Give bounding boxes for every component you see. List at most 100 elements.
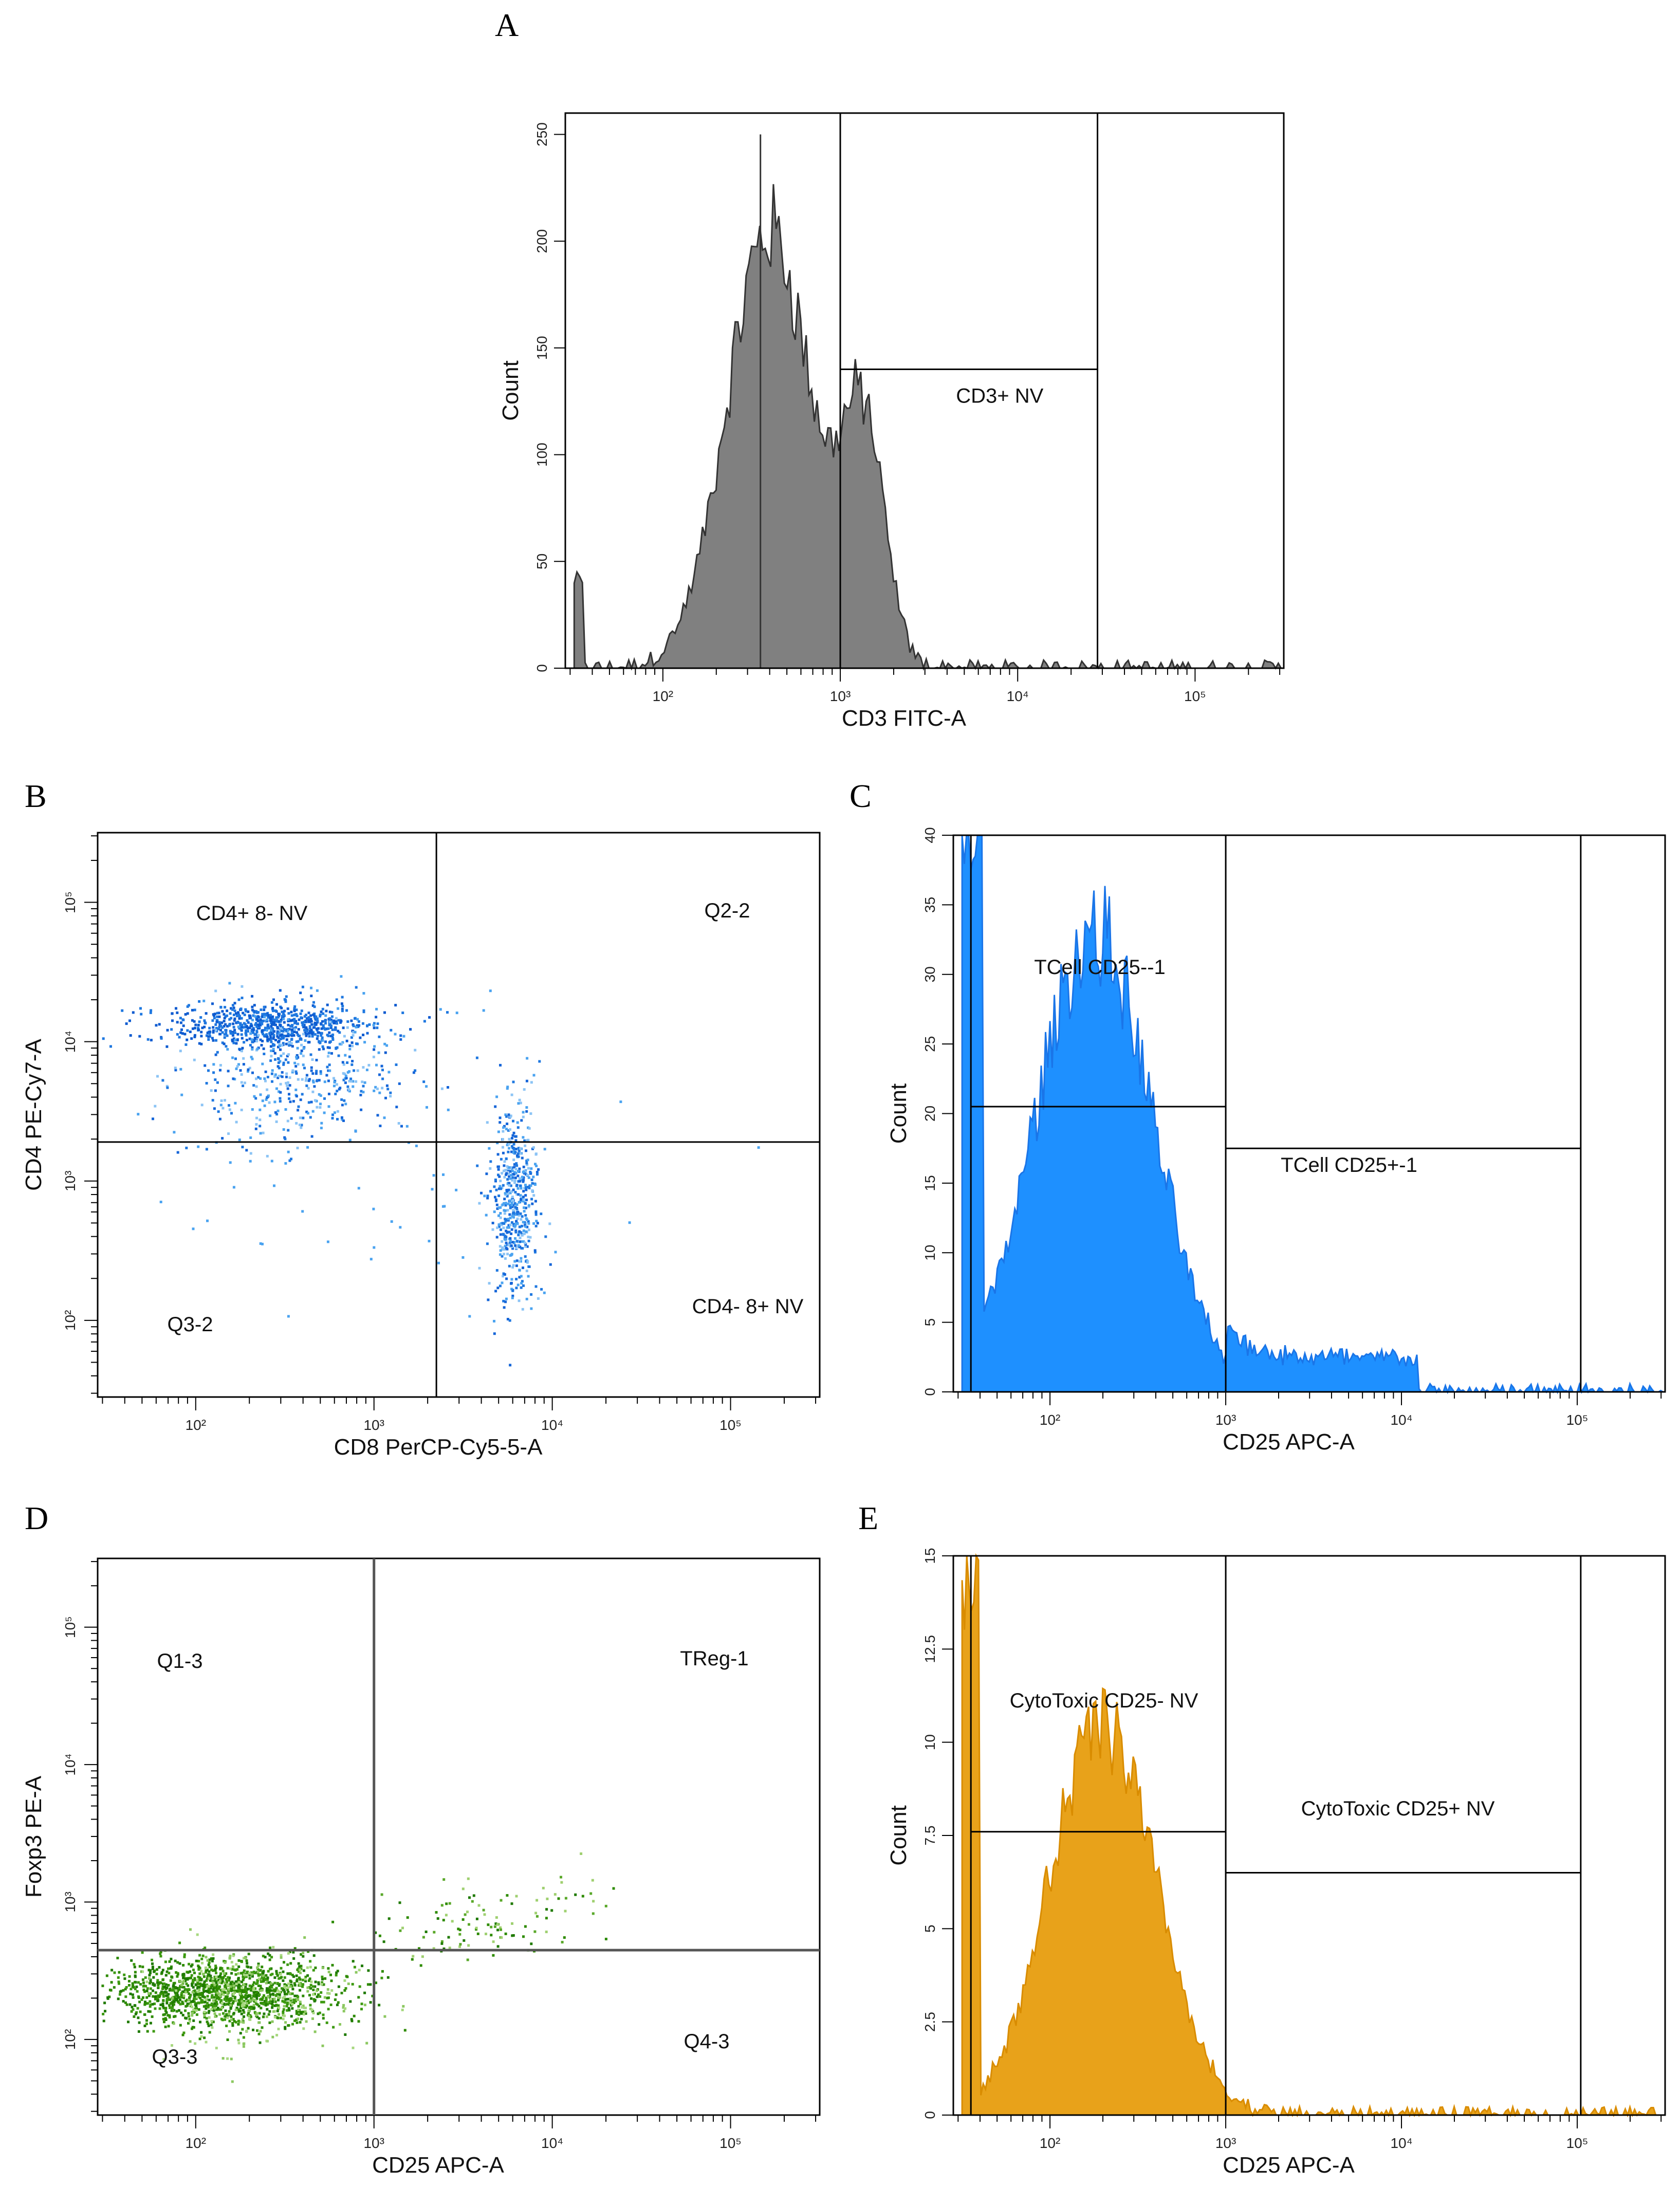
panel-e-x-tick-label: 10⁴ [1390,2135,1412,2151]
panel-b-scatter-point [310,1100,313,1104]
panel-d-y-tick-label: 10⁴ [62,1754,78,1776]
panel-b-scatter-point [231,1040,234,1042]
panel-b-scatter-point [509,1191,512,1195]
panel-b-scatter-point [317,1031,320,1034]
panel-b-scatter-point [505,1219,508,1222]
panel-b-scatter-point [320,1122,323,1125]
panel-b-scatter-point [343,1035,346,1038]
panel-b-scatter-point [432,1174,435,1177]
panel-b-scatter-point [256,1023,259,1026]
panel-b-scatter-point [344,1074,347,1077]
panel-c-x-axis-label: CD25 APC-A [1223,1429,1355,1455]
panel-b-scatter-point [266,1096,268,1099]
panel-d-scatter-point [262,1980,265,1983]
panel-b-scatter-point [527,1167,530,1170]
panel-d-scatter-point [466,1911,469,1914]
panel-b-scatter-point [493,1332,496,1335]
panel-b-scatter-point [252,1031,255,1034]
panel-d-scatter-point [248,1977,251,1980]
panel-d-scatter-point [246,1972,249,1975]
panel-d-scatter-point [200,1983,203,1986]
panel-b-scatter-point [290,1014,293,1017]
panel-d-scatter-point [257,1977,261,1980]
panel-d-scatter-point [217,1996,220,1999]
panel-d-scatter-point [277,1996,280,1999]
panel-b-scatter-point [307,1087,310,1090]
panel-b-scatter-point [362,1091,365,1094]
panel-b-scatter-point [524,1194,527,1197]
panel-d-scatter-point [189,1994,192,1997]
panel-a-x-tick-label: 10² [653,688,673,704]
panel-b-scatter-point [290,1117,293,1120]
panel-b-scatter-point [255,1025,259,1028]
panel-d-scatter-point [279,1996,282,1999]
panel-d-scatter-point [190,2003,192,2006]
panel-b-scatter-point [245,1149,248,1152]
panel-d-scatter-point [231,2080,234,2083]
panel-b-scatter-point [351,1044,354,1048]
panel-b-scatter-point [532,1222,536,1225]
panel-d-scatter-point [276,2010,279,2012]
panel-d-scatter-point [219,2001,222,2004]
panel-d-scatter-point [202,1985,206,1988]
panel-b-scatter-point [212,1071,215,1074]
panel-b-scatter-point [306,1112,309,1115]
panel-d-scatter-point [131,1985,134,1988]
panel-b-scatter-point [210,1089,213,1092]
panel-d-scatter-point [266,1976,269,1979]
panel-b-scatter-point [317,1027,320,1030]
panel-d-scatter-point [218,1979,221,1982]
panel-a-histogram-area [573,184,1284,671]
panel-d-scatter-point [342,2004,345,2007]
panel-b-scatter-point [502,1233,505,1236]
panel-b-scatter-point [344,1054,347,1057]
panel-b-scatter-point [514,1244,517,1247]
panel-b-scatter-point [312,1026,315,1029]
panel-d-scatter-point [187,2022,190,2025]
panel-d-scatter-point [241,1994,244,1997]
panel-b-scatter-point [193,1034,196,1037]
panel-d-scatter-point [282,1979,285,1982]
panel-d-scatter-point [352,2046,355,2049]
panel-a-y-tick-label: 0 [534,664,550,672]
panel-d-scatter-point [103,2001,106,2005]
panel-b-scatter-point [287,1129,290,1132]
panel-d-x-tick-label: 10⁵ [719,2135,742,2151]
panel-b-x-tick-label: 10² [186,1417,206,1433]
panel-d-scatter-point [212,1979,215,1982]
panel-d-scatter-point [259,1998,262,2001]
panel-d-scatter-point [286,2003,289,2006]
panel-d-scatter-point [264,2003,267,2006]
panel-d-scatter-point [418,1947,420,1950]
panel-d-scatter-point [221,1970,225,1973]
panel-d-scatter-point [165,2001,169,2005]
panel-d-scatter-point [482,1908,485,1912]
panel-d-scatter-point [142,1985,145,1988]
panel-d-scatter-point [229,2004,232,2007]
panel-d-scatter-point [277,2004,280,2007]
panel-b-scatter-point [515,1193,519,1196]
panel-b-scatter-point [524,1243,527,1246]
panel-b-scatter-point [440,1087,444,1090]
panel-d-scatter-point [164,2018,168,2021]
panel-d-scatter-point [169,1988,172,1991]
panel-b-scatter-point [483,1195,486,1198]
panel-b-scatter-point [170,1028,173,1031]
panel-d-scatter-point [201,1954,205,1957]
panel-d-scatter-point [186,1978,189,1981]
panel-b-scatter-point [316,1017,319,1020]
panel-d-scatter-point [199,1996,202,1999]
panel-d-scatter-point [494,1922,497,1925]
panel-b-scatter-point [223,1033,226,1036]
panel-b-scatter-point [532,1074,536,1077]
panel-d-scatter-point [286,1988,289,1991]
panel-d-scatter-point [181,2014,184,2017]
panel-b-scatter-point [287,1018,290,1021]
panel-d-scatter-point [240,1996,243,1998]
panel-b-scatter-point [295,1056,298,1058]
panel-b-scatter-point [321,1036,324,1039]
panel-d-scatter-point [201,1973,205,1976]
panel-d-scatter-point [271,1973,274,1976]
panel-d-scatter-point [195,2002,198,2005]
panel-b-scatter-point [503,1164,506,1167]
